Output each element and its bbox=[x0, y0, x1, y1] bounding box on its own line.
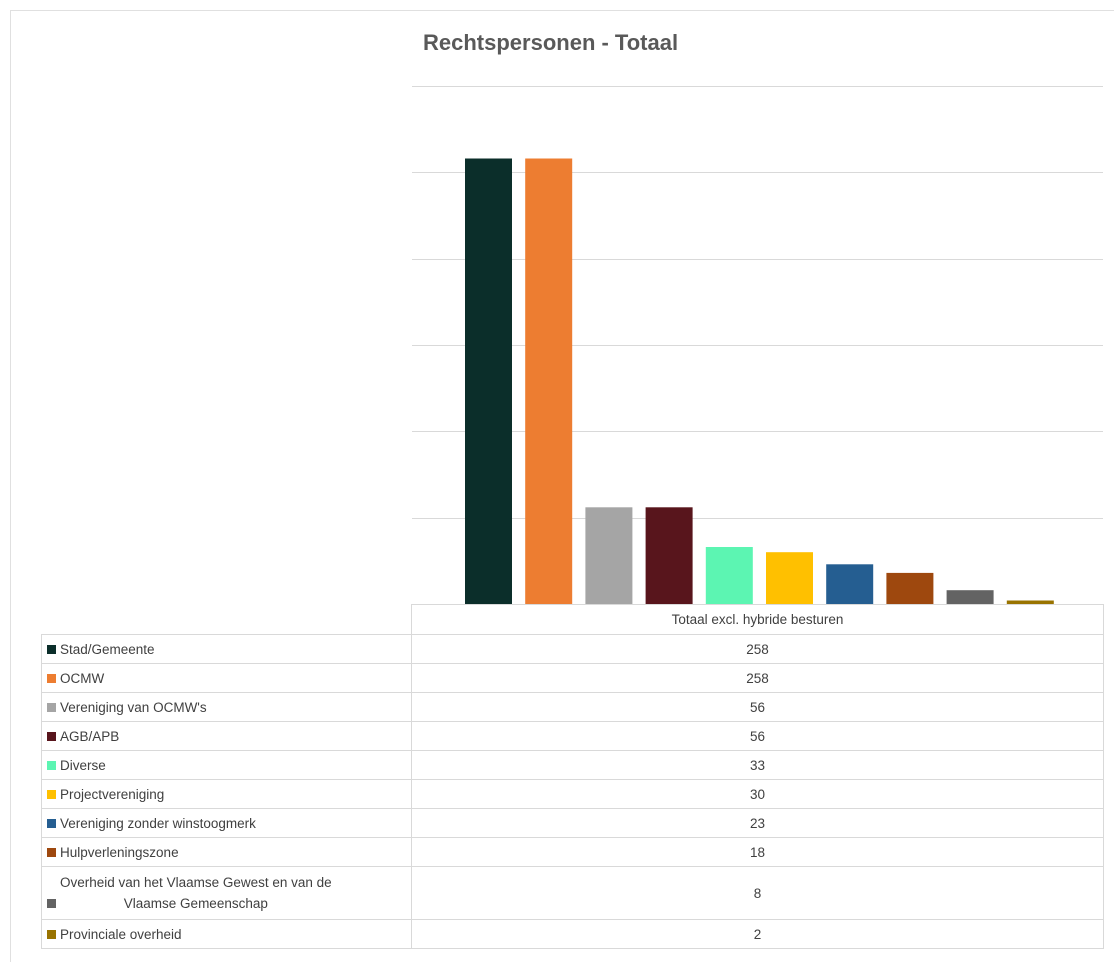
legend-swatch bbox=[47, 899, 56, 908]
table-row: Stad/Gemeente 258 bbox=[41, 634, 1104, 664]
table-row: Diverse 33 bbox=[41, 750, 1104, 780]
bar bbox=[1006, 600, 1054, 604]
table-header: Totaal excl. hybride besturen bbox=[411, 604, 1104, 635]
table-row: OCMW 258 bbox=[41, 663, 1104, 693]
table-row: Overheid van het Vlaamse Gewest en van d… bbox=[41, 866, 1104, 920]
data-label: 33 bbox=[411, 750, 1104, 780]
table-header-row: Totaal excl. hybride besturen bbox=[41, 604, 1104, 635]
legend-label-cell: Overheid van het Vlaamse Gewest en van d… bbox=[41, 866, 412, 920]
chart-title: Rechtspersonen - Totaal bbox=[423, 30, 679, 55]
legend-label: AGB/APB bbox=[60, 728, 120, 744]
table-row: Hulpverleningszone 18 bbox=[41, 837, 1104, 867]
legend-label: Provinciale overheid bbox=[60, 926, 182, 942]
bar bbox=[525, 158, 573, 604]
bar bbox=[645, 507, 693, 604]
legend-label-line: Overheid van het Vlaamse Gewest en van d… bbox=[60, 875, 332, 890]
legend-label-cell: Diverse bbox=[41, 750, 412, 780]
bar bbox=[826, 564, 874, 604]
data-label: 2 bbox=[411, 919, 1104, 949]
legend-swatch bbox=[47, 789, 56, 799]
bar bbox=[946, 590, 994, 604]
plot-area bbox=[412, 86, 1103, 604]
legend-label: Overheid van het Vlaamse Gewest en van d… bbox=[60, 872, 332, 914]
data-table: Totaal excl. hybride besturen Stad/Gemee… bbox=[41, 604, 1104, 949]
data-label: 56 bbox=[411, 721, 1104, 751]
table-row: Projectvereniging 30 bbox=[41, 779, 1104, 809]
legend-label-cell: Vereniging van OCMW's bbox=[41, 692, 412, 722]
bar bbox=[886, 572, 934, 604]
data-label: 18 bbox=[411, 837, 1104, 867]
bar bbox=[465, 158, 512, 604]
legend-label: Hulpverleningszone bbox=[60, 844, 179, 860]
legend-swatch bbox=[47, 847, 56, 857]
legend-label-cell: Vereniging zonder winstoogmerk bbox=[41, 808, 412, 838]
legend-label: Stad/Gemeente bbox=[60, 641, 155, 657]
legend-label-line: Vlaamse Gemeenschap bbox=[123, 896, 268, 911]
legend-label: Vereniging zonder winstoogmerk bbox=[60, 815, 256, 831]
data-label: 258 bbox=[411, 634, 1104, 664]
legend-label-cell: OCMW bbox=[41, 663, 412, 693]
gridlines bbox=[412, 86, 1103, 519]
legend-swatch bbox=[47, 731, 56, 741]
legend-swatch bbox=[47, 760, 56, 770]
table-header-blank bbox=[41, 604, 412, 635]
table-row: Vereniging van OCMW's 56 bbox=[41, 692, 1104, 722]
legend-swatch bbox=[47, 929, 56, 939]
bar bbox=[705, 547, 753, 604]
legend-swatch bbox=[47, 818, 56, 828]
legend-label-cell: AGB/APB bbox=[41, 721, 412, 751]
legend-label: Projectvereniging bbox=[60, 786, 165, 802]
legend-swatch bbox=[47, 702, 56, 712]
table-row: AGB/APB 56 bbox=[41, 721, 1104, 751]
bars bbox=[465, 158, 1054, 604]
bar bbox=[585, 507, 633, 604]
legend-label-cell: Provinciale overheid bbox=[41, 919, 412, 949]
legend-label-cell: Hulpverleningszone bbox=[41, 837, 412, 867]
data-label: 8 bbox=[411, 866, 1104, 920]
legend-label-cell: Stad/Gemeente bbox=[41, 634, 412, 664]
data-label: 56 bbox=[411, 692, 1104, 722]
bar bbox=[766, 552, 813, 604]
data-label: 30 bbox=[411, 779, 1104, 809]
legend-label-cell: Projectvereniging bbox=[41, 779, 412, 809]
table-row: Provinciale overheid 2 bbox=[41, 919, 1104, 949]
legend-label: Diverse bbox=[60, 757, 106, 773]
chart-frame bbox=[10, 10, 1114, 962]
legend-swatch bbox=[47, 644, 56, 654]
data-label: 258 bbox=[411, 663, 1104, 693]
table-row: Vereniging zonder winstoogmerk 23 bbox=[41, 808, 1104, 838]
legend-label: OCMW bbox=[60, 670, 105, 686]
legend-swatch bbox=[47, 673, 56, 683]
legend-label: Vereniging van OCMW's bbox=[60, 699, 207, 715]
data-label: 23 bbox=[411, 808, 1104, 838]
